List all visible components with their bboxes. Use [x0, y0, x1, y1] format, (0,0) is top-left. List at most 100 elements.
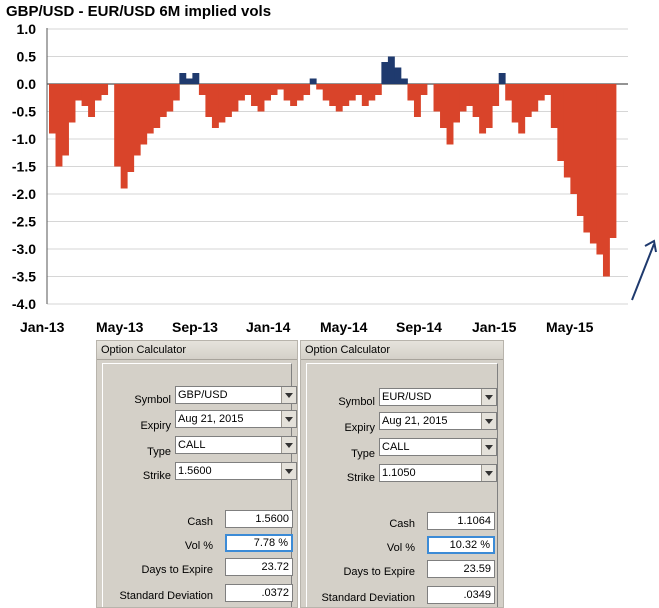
stdev-field[interactable]: .0349 [427, 586, 495, 604]
option-calculator-left: Option Calculator Symbol GBP/USD Expiry … [96, 340, 298, 608]
area-segment [570, 84, 578, 194]
area-segment [492, 84, 500, 106]
cash-field[interactable]: 1.1064 [427, 512, 495, 530]
trend-arrow [631, 239, 657, 301]
area-segment [238, 84, 245, 101]
y-tick-label: -1.0 [12, 131, 36, 147]
symbol-label: Symbol [338, 396, 375, 408]
x-tick-label: Sep-13 [172, 319, 218, 335]
area-segment [290, 84, 298, 106]
expiry-select[interactable]: Aug 21, 2015 [379, 412, 497, 430]
cash-field[interactable]: 1.5600 [225, 510, 293, 528]
area-segment [544, 84, 552, 95]
days-field[interactable]: 23.59 [427, 560, 495, 578]
area-segment [146, 84, 154, 134]
area-segment [394, 67, 402, 84]
area-segment [355, 84, 363, 95]
area-segment [531, 84, 539, 112]
x-tick-label: Jan-14 [246, 319, 291, 335]
area-segment [505, 84, 513, 101]
strike-select[interactable]: 1.5600 [175, 462, 297, 480]
x-tick-label: Jan-13 [20, 319, 65, 335]
stdev-field[interactable]: .0372 [225, 584, 293, 602]
area-segment [192, 73, 200, 84]
chevron-down-icon[interactable] [281, 437, 296, 453]
chevron-down-icon[interactable] [481, 413, 496, 429]
area-segment [127, 84, 135, 172]
expiry-select[interactable]: Aug 21, 2015 [175, 410, 297, 428]
area-segment [466, 84, 474, 106]
symbol-value: EUR/USD [382, 391, 432, 403]
symbol-select[interactable]: GBP/USD [175, 386, 297, 404]
strike-select[interactable]: 1.1050 [379, 464, 497, 482]
days-field[interactable]: 23.72 [225, 558, 293, 576]
area-segment [361, 84, 369, 106]
area-segment [114, 84, 122, 167]
area-segment [205, 84, 213, 117]
chevron-down-icon[interactable] [281, 387, 296, 403]
symbol-select[interactable]: EUR/USD [379, 388, 497, 406]
chevron-down-icon[interactable] [281, 463, 296, 479]
area-segment [322, 84, 330, 101]
vol-label: Vol % [386, 542, 415, 554]
area-segment [88, 84, 96, 117]
area-segment [550, 84, 558, 128]
area-segment [374, 84, 382, 95]
area-segment [609, 84, 617, 238]
chevron-down-icon[interactable] [481, 465, 496, 481]
strike-value: 1.5600 [178, 465, 212, 477]
area-segment [224, 84, 232, 117]
y-tick-label: -4.0 [12, 296, 36, 312]
y-tick-label: 1.0 [17, 21, 37, 37]
area-segment [94, 84, 102, 101]
area-segment [413, 84, 421, 117]
chevron-down-icon[interactable] [481, 439, 496, 455]
area-segment [498, 73, 506, 84]
strike-label: Strike [346, 472, 375, 484]
type-select[interactable]: CALL [379, 438, 497, 456]
vol-field[interactable]: 10.32 % [427, 536, 495, 554]
area-segment [211, 84, 219, 128]
area-segment [472, 84, 480, 117]
type-value: CALL [178, 439, 206, 451]
x-tick-label: Jan-15 [472, 319, 517, 335]
type-label: Type [147, 446, 171, 458]
area-segment [381, 62, 389, 84]
area-segment [153, 84, 161, 128]
area-segment [55, 84, 63, 167]
area-segment [576, 84, 584, 216]
chart-grid [47, 28, 628, 305]
area-segment [518, 84, 526, 134]
area-segment [120, 84, 128, 189]
symbol-value: GBP/USD [178, 389, 228, 401]
area-segment [440, 84, 447, 128]
type-select[interactable]: CALL [175, 436, 297, 454]
vol-field[interactable]: 7.78 % [225, 534, 293, 552]
area-segment [589, 84, 597, 244]
chart-series [49, 56, 617, 277]
type-value: CALL [382, 441, 410, 453]
expiry-value: Aug 21, 2015 [382, 415, 448, 427]
area-segment [342, 84, 350, 106]
chevron-down-icon[interactable] [281, 411, 296, 427]
area-segment [420, 84, 428, 95]
area-segment [407, 84, 415, 101]
days-label: Days to Expire [343, 566, 415, 578]
area-segment [459, 84, 467, 112]
x-axis-ticks: Jan-13 May-13 Sep-13 Jan-14 May-14 Sep-14 Jan-… [20, 319, 594, 335]
chevron-down-icon[interactable] [481, 389, 496, 405]
panel-title: Option Calculator [301, 341, 503, 360]
y-tick-label: 0.5 [17, 49, 37, 65]
strike-label: Strike [142, 470, 171, 482]
area-segment [283, 84, 291, 101]
x-tick-label: Sep-14 [396, 319, 442, 335]
stdev-label: Standard Deviation [119, 590, 213, 602]
area-segment [524, 84, 532, 117]
area-segment [277, 84, 285, 90]
area-segment [446, 84, 454, 145]
x-tick-label: May-14 [320, 319, 368, 335]
symbol-label: Symbol [134, 394, 171, 406]
area-segment [296, 84, 304, 101]
area-segment [257, 84, 265, 112]
area-segment [335, 84, 343, 112]
